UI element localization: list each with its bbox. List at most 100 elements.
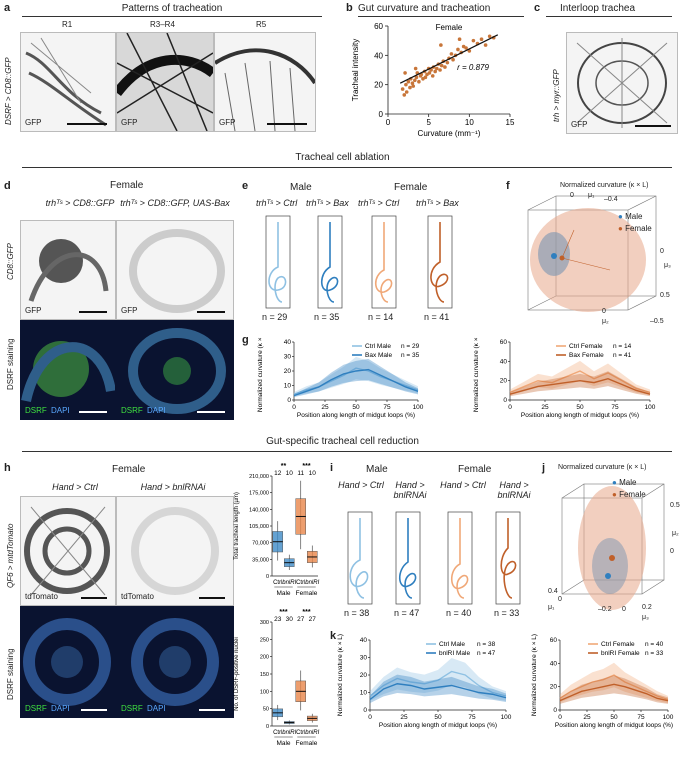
panel-a-genotype: DSRF > CD8::GFP	[4, 57, 13, 125]
panel-a-letter: a	[4, 2, 11, 14]
series-line-1	[369, 670, 507, 697]
y-tick-label: 0	[379, 110, 384, 119]
x-tick-label: 0	[558, 714, 562, 721]
panel-f-legend-female: ● Female	[618, 224, 652, 233]
chart-b-group: Female	[436, 23, 463, 32]
panel-j-legend-male: ● Male	[612, 478, 637, 487]
panel-j-title: Normalized curvature (κ × L)	[558, 464, 647, 471]
panel-e-female: Female	[394, 182, 428, 193]
panel-h-stain-dsrf-2: DSRF	[121, 704, 143, 713]
series-band-2	[560, 675, 668, 704]
series-band-2	[370, 674, 506, 704]
panel-h-row2: DSRF staining	[6, 648, 15, 700]
y-tick-label: 175,000	[249, 491, 269, 497]
x-tick-label: 15	[506, 118, 515, 127]
y-tick-label: 20	[550, 684, 558, 691]
panel-d-dsrf-ctrl: DSRF DAPI	[20, 320, 116, 420]
panel-a-stain-r1: GFP	[25, 118, 42, 127]
y-tick-label: 30	[360, 655, 368, 662]
category-label: bnlRI	[305, 580, 319, 586]
panel-i-n1: n = 38	[344, 608, 370, 618]
panel-f-tick5: 0	[602, 308, 606, 315]
category-label: bnlRI	[282, 580, 296, 586]
x-tick-label: 50	[576, 404, 584, 411]
panel-d-stain-dsrf-2: DSRF	[121, 406, 143, 415]
n-label: 27	[297, 616, 305, 623]
panel-h-dsrf-bnl: DSRF DAPI	[116, 606, 234, 718]
panel-f-tick4: 0.5	[660, 292, 670, 299]
panel-a-image-r5: GFP	[214, 32, 316, 132]
scatter-point	[439, 43, 443, 47]
x-tick-label: 0	[292, 404, 296, 411]
panel-c-letter: c	[534, 2, 541, 14]
legend-label-2: bnlRI Female	[601, 650, 640, 657]
scatter-point	[435, 66, 439, 71]
scatter-point	[413, 78, 417, 83]
panel-i-n2: n = 47	[394, 608, 420, 618]
panel-c-rule	[546, 16, 672, 17]
scale-bar	[79, 411, 107, 413]
scatter-point	[414, 75, 419, 80]
scatter-point	[427, 71, 432, 75]
legend-label-2: bnlRI Male	[439, 650, 470, 657]
y-tick-label: 40	[360, 637, 368, 644]
scatter-point	[430, 74, 435, 78]
scatter-point	[400, 87, 405, 91]
significance-label: **	[281, 463, 287, 470]
panel-d-gfp-bax: GFP	[116, 220, 234, 320]
group-label: Male	[276, 590, 290, 597]
panel-h-stain-dsrf-1: DSRF	[25, 704, 47, 713]
scatter-point	[451, 57, 455, 62]
series-line-2	[293, 368, 419, 397]
scale-bar	[267, 123, 307, 125]
panel-i-n3: n = 40	[446, 608, 472, 618]
female-ellipsoid	[578, 486, 646, 610]
y-tick-label: 210,000	[249, 474, 269, 480]
series-band-2	[510, 371, 650, 397]
x-tick-label: 75	[468, 714, 476, 721]
group-label: Male	[276, 740, 290, 747]
panel-i-col1: Hand > Ctrl	[338, 480, 384, 490]
chart-k-male: 0 25 50 75 100 0 10 20 30 40 Ctrl Male n = 38 bnlRI …	[337, 634, 512, 729]
scatter-point	[402, 93, 407, 97]
y-tick-label: 40	[284, 339, 292, 346]
y-axis-label: Normalized curvature (κ × L)	[473, 336, 480, 412]
y-tick-label: 0	[363, 707, 367, 714]
series-band-1	[560, 662, 668, 704]
legend-label-1: Ctrl Female	[601, 641, 635, 648]
panel-f-tick2: –0.4	[604, 196, 618, 203]
x-tick-label: 75	[637, 714, 645, 721]
panel-f-legend-female-label: Female	[625, 224, 652, 233]
x-tick-label: 75	[383, 404, 391, 411]
y-tick-label: 70,000	[252, 541, 269, 547]
series-line-2	[509, 377, 651, 395]
legend-label-1: Ctrl Male	[439, 641, 465, 648]
x-tick-label: 100	[663, 714, 674, 721]
n-label: 10	[286, 470, 294, 477]
n-label: 12	[274, 470, 282, 477]
scatter-point	[483, 43, 488, 47]
y-tick-label: 60	[550, 637, 558, 644]
scatter-point	[417, 79, 421, 84]
scale-bar	[635, 125, 671, 127]
scatter-point	[439, 63, 444, 68]
panel-h-stain-dapi-2: DAPI	[147, 704, 166, 713]
scatter-point	[479, 37, 484, 41]
panel-f-title: Normalized curvature (κ × L)	[560, 182, 649, 189]
n-label: 27	[309, 616, 317, 623]
panel-d-stain-dapi-1: DAPI	[51, 406, 70, 415]
x-tick-label: 0	[508, 404, 512, 411]
panel-e-letter: e	[242, 180, 249, 192]
panel-i-col3: Hand > Ctrl	[440, 480, 486, 490]
legend-label-2: Bax Female	[569, 352, 604, 359]
significance-label: ***	[302, 609, 310, 616]
panel-k-letter: k	[330, 630, 337, 642]
y-tick-label: 150	[260, 672, 269, 678]
y-tick-label: 30	[284, 354, 292, 361]
y-tick-label: 60	[500, 339, 508, 346]
panel-h-stain-td-2: tdTomato	[121, 592, 154, 601]
panel-d-stain-gfp-1: GFP	[25, 306, 42, 315]
panel-d-letter: d	[4, 180, 11, 192]
panel-a-image-r3r4: GFP	[116, 32, 214, 132]
section-ablation-rule	[22, 167, 672, 168]
